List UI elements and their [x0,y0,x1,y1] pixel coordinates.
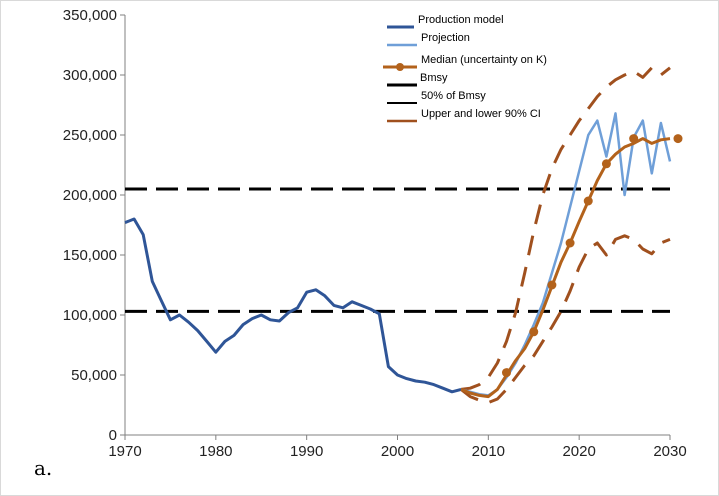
median-marker [502,368,511,377]
legend-label: Production model [418,14,504,26]
median-marker [529,327,538,336]
y-tick-label: 200,000 [63,187,117,204]
x-tick-label: 1980 [199,443,232,460]
y-tick-label: 350,000 [63,7,117,24]
median-marker [547,281,556,290]
y-tick-label: 0 [109,427,117,444]
median-line [461,139,670,397]
x-tick-label: 2000 [381,443,414,460]
y-tick-label: 150,000 [63,247,117,264]
median-marker [584,197,593,206]
production-model-line [125,219,461,392]
y-tick-label: 300,000 [63,67,117,84]
y-tick-label: 250,000 [63,127,117,144]
median-marker [674,134,683,143]
axes: 0 50,000 100,000 150,000 200,000 250,000 300,0… [63,7,687,460]
median-marker [602,159,611,168]
legend-marker [396,63,404,71]
ci-line [461,236,670,403]
median-marker [566,239,575,248]
legend: Production model Projection Median (uncert… [383,14,547,121]
legend-label: Projection [421,32,470,44]
y-tick-label: 50,000 [71,367,117,384]
y-tick-label: 100,000 [63,307,117,324]
legend-label: Upper and lower 90% CI [421,108,541,120]
x-tick-label: 1990 [290,443,323,460]
median-marker [629,134,638,143]
series-layer [125,68,683,403]
legend-label: Bmsy [420,72,448,84]
x-tick-label: 2030 [653,443,686,460]
panel-label: a. [34,456,52,480]
x-tick-label: 2020 [562,443,595,460]
x-tick-label: 1970 [108,443,141,460]
legend-label: 50% of Bmsy [421,90,486,102]
x-tick-label: 2010 [472,443,505,460]
legend-label: Median (uncertainty on K) [421,54,547,66]
